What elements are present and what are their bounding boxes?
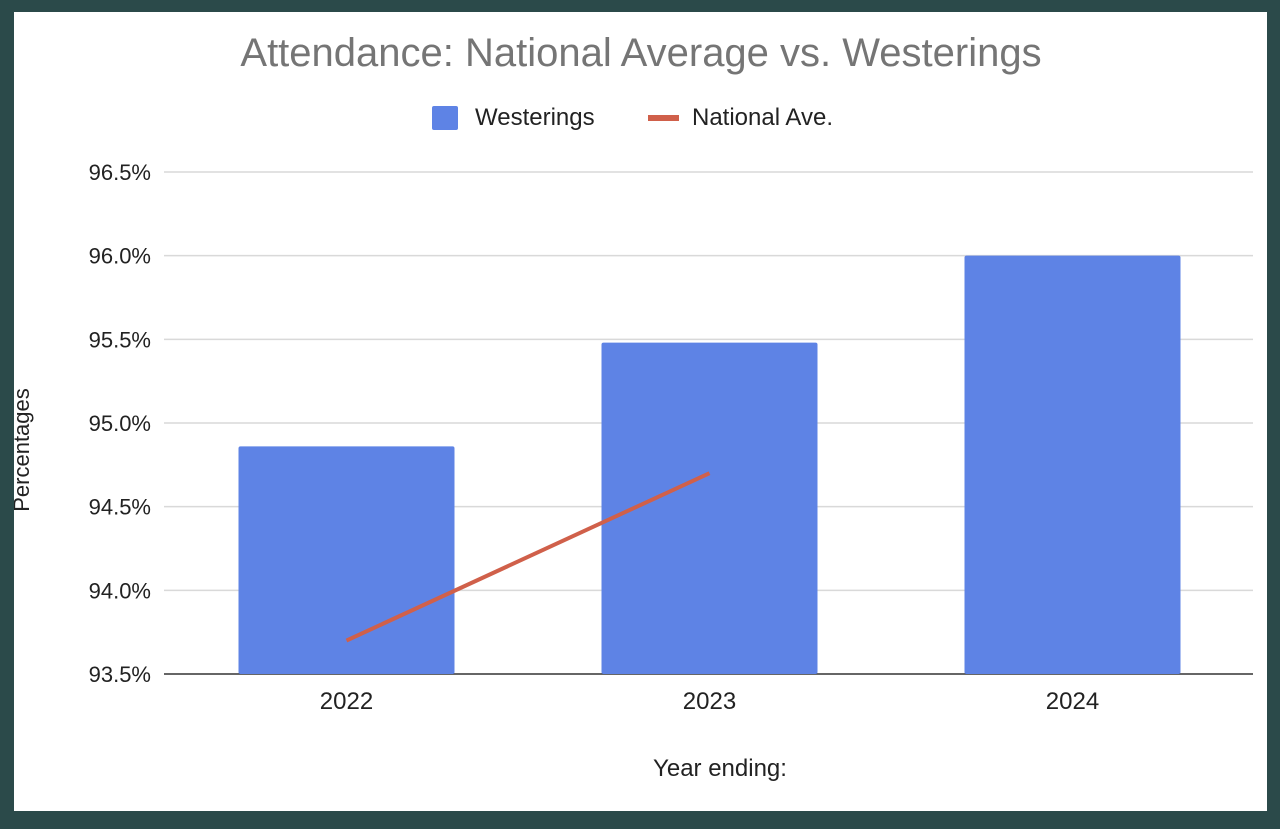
y-tick-label: 95.0% xyxy=(89,411,151,436)
x-axis-ticks: 2022 2023 2024 xyxy=(320,688,1099,715)
x-tick-label: 2024 xyxy=(1046,688,1099,715)
y-tick-label: 94.0% xyxy=(89,578,151,603)
national-line xyxy=(345,471,711,643)
y-tick-label: 93.5% xyxy=(89,662,151,687)
legend-label-national: National Ave. xyxy=(692,104,833,131)
chart-svg: Attendance: National Average vs. Westeri… xyxy=(14,31,1253,782)
chart-frame: Attendance: National Average vs. Westeri… xyxy=(14,12,1267,811)
x-axis-label: Year ending: xyxy=(653,755,787,782)
y-tick-label: 95.5% xyxy=(89,327,151,352)
x-tick-label: 2023 xyxy=(683,688,736,715)
legend-swatch-national xyxy=(648,115,679,121)
bar-2023 xyxy=(601,342,818,674)
y-axis-label: Percentages xyxy=(14,388,34,512)
national-ave-line xyxy=(345,471,711,643)
y-axis-ticks: 93.5% 94.0% 94.5% 95.0% 95.5% 96.0% 96.5% xyxy=(89,160,151,687)
legend-label-westerings: Westerings xyxy=(475,104,595,131)
y-tick-label: 96.5% xyxy=(89,160,151,185)
x-tick-label: 2022 xyxy=(320,688,373,715)
y-tick-label: 94.5% xyxy=(89,495,151,520)
legend: Westerings National Ave. xyxy=(432,104,833,131)
bar-2024 xyxy=(964,255,1181,674)
bars xyxy=(238,255,1181,674)
legend-swatch-westerings xyxy=(432,106,458,130)
y-tick-label: 96.0% xyxy=(89,244,151,269)
chart-title: Attendance: National Average vs. Westeri… xyxy=(240,31,1041,75)
